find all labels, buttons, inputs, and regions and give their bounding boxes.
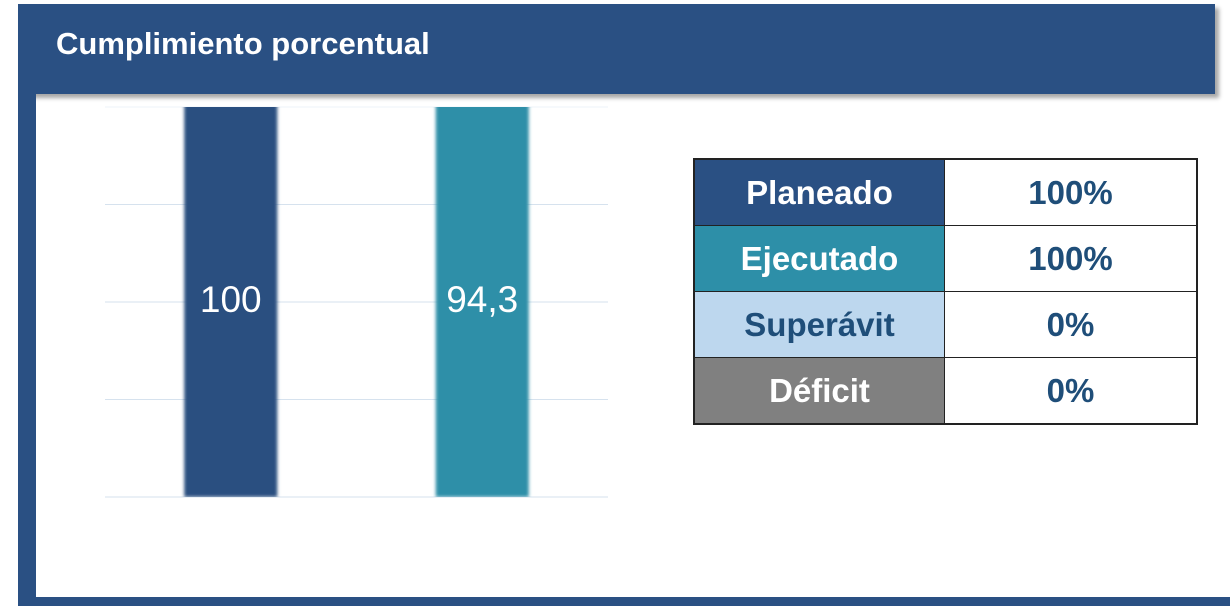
row-value: 0% [944,291,1198,358]
row-label: Déficit [693,357,945,425]
left-border [18,94,36,606]
plot-area [184,107,529,497]
table-row: Superávit 0% [693,291,1198,358]
bottom-border [18,597,1230,606]
summary-table: Planeado 100% Ejecutado 100% Superávit 0% Défi… [693,158,1198,425]
bar [184,107,278,497]
data-label: 100 [200,279,262,320]
row-label: Ejecutado [693,225,945,292]
row-label: Superávit [693,291,945,358]
row-value: 0% [944,357,1198,425]
row-value: 100% [944,158,1198,226]
chart: 100 94,3 [105,106,608,498]
data-label: 94,3 [446,279,518,320]
row-label: Planeado [693,158,945,226]
header: Cumplimiento porcentual [18,4,1215,94]
table-row: Ejecutado 100% [693,225,1198,292]
header-title: Cumplimiento porcentual [56,26,430,61]
bar [435,107,529,497]
table-row: Déficit 0% [693,357,1198,425]
table-row: Planeado 100% [693,158,1198,226]
row-value: 100% [944,225,1198,292]
